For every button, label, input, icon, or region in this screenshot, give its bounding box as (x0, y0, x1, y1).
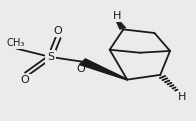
Text: CH₃: CH₃ (6, 38, 24, 48)
Text: O: O (76, 64, 85, 74)
Polygon shape (79, 59, 128, 80)
Text: H: H (113, 11, 122, 21)
Text: O: O (21, 75, 29, 85)
Text: H: H (178, 92, 186, 102)
Text: S: S (47, 52, 54, 62)
Text: O: O (54, 26, 63, 36)
